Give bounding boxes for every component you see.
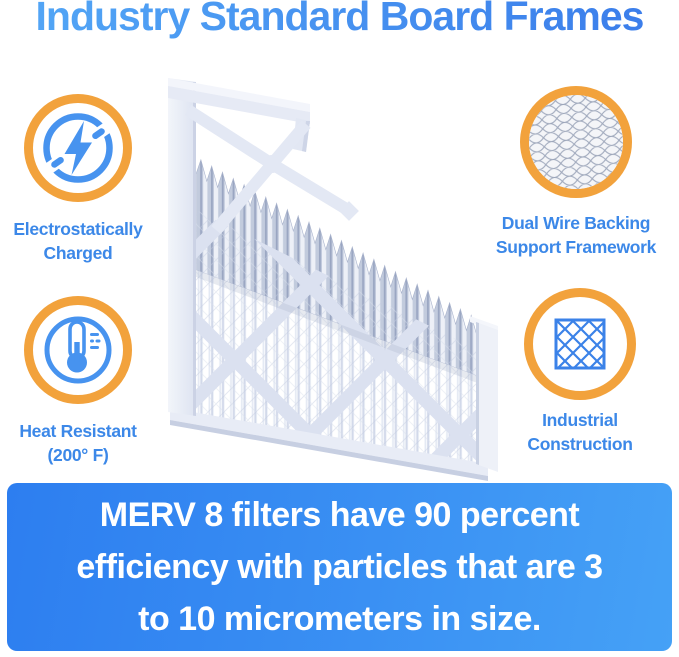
feature-label-electrostatic: Electrostatically Charged [0,217,158,265]
thermometer-icon-svg [44,316,112,384]
wire-mesh-icon-svg [529,95,623,189]
lightning-icon-svg [42,113,114,183]
diamond-lattice-icon [524,288,636,400]
banner-line: to 10 micrometers in size. [138,600,541,638]
feature-label-heat-resistant: Heat Resistant (200° F) [0,419,158,467]
banner-line: efficiency with particles that are 3 [76,548,603,586]
lightning-icon [24,94,132,202]
diamond-lattice-icon-svg [554,318,606,370]
label-line: Charged [43,243,113,263]
label-line: Electrostatically [13,219,143,239]
feature-label-wire-backing: Dual Wire Backing Support Framework [492,211,660,259]
label-line: Dual Wire Backing [501,213,651,233]
air-filter-svg [168,78,498,481]
label-line: Industrial [542,410,618,430]
label-line: Heat Resistant [19,421,137,441]
feature-wire-backing: Dual Wire Backing Support Framework [492,86,660,259]
air-filter-illustration [160,60,505,485]
thermometer-icon [24,296,132,404]
feature-heat-resistant: Heat Resistant (200° F) [0,296,158,467]
info-banner: MERV 8 filters have 90 percent efficienc… [7,483,672,651]
feature-electrostatic: Electrostatically Charged [0,94,158,265]
label-line: (200° F) [47,445,109,465]
feature-industrial: Industrial Construction [498,288,662,456]
page-title: Industry Standard Board Frames [0,0,679,40]
label-line: Construction [527,434,633,454]
wire-mesh-icon [520,86,632,198]
label-line: Support Framework [495,237,657,257]
banner-line: MERV 8 filters have 90 percent [99,496,580,534]
feature-label-industrial: Industrial Construction [498,408,662,456]
